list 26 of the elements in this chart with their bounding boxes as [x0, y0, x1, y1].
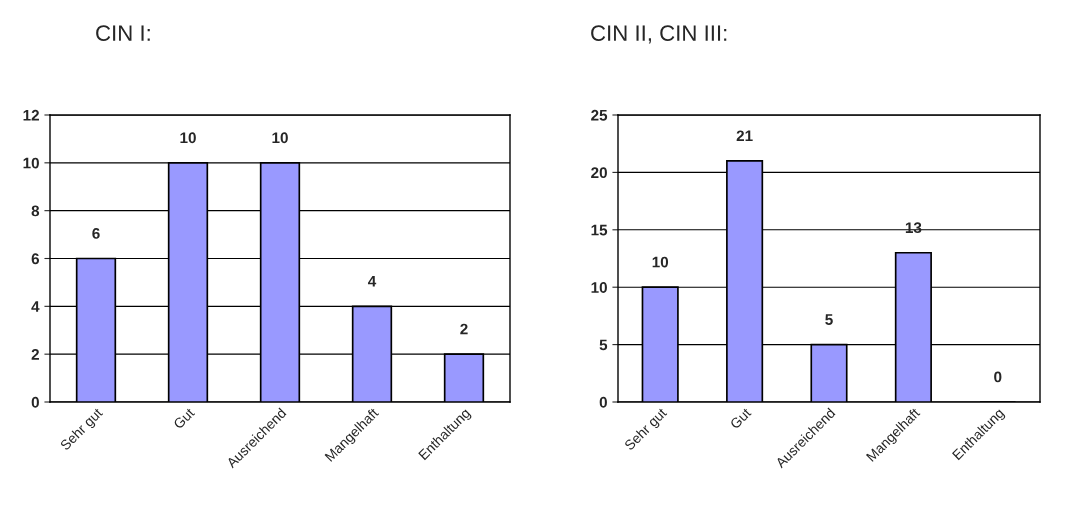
y-tick-label: 10: [591, 282, 607, 293]
data-label: 6: [92, 228, 100, 239]
data-label: 10: [272, 132, 288, 144]
data-label: 2: [460, 323, 468, 335]
data-label: 21: [736, 130, 753, 142]
y-tick-label: 20: [591, 167, 607, 179]
y-tick-label: 2: [31, 349, 39, 360]
y-tick-label: 8: [31, 205, 40, 217]
data-label: 10: [180, 132, 196, 144]
y-tick-label: 10: [23, 157, 39, 169]
chart-title: CIN II, CIN III:: [591, 25, 727, 44]
y-tick-label: 25: [591, 109, 608, 121]
data-label: 10: [652, 256, 669, 268]
y-tick-label: 0: [599, 396, 607, 408]
y-tick-label: 5: [599, 339, 608, 351]
x-tick-label: Gut: [172, 407, 196, 430]
chart-title: CIN I:: [96, 25, 150, 41]
y-tick-label: 15: [591, 224, 608, 236]
y-tick-label: 6: [31, 253, 40, 265]
y-tick-label: 0: [31, 396, 39, 408]
data-label: 4: [367, 275, 377, 287]
data-label: 5: [825, 314, 833, 325]
y-tick-label: 4: [31, 301, 40, 312]
x-tick-label: Gut: [729, 407, 752, 430]
data-label: 0: [994, 371, 1002, 383]
y-tick-label: 12: [23, 109, 39, 121]
